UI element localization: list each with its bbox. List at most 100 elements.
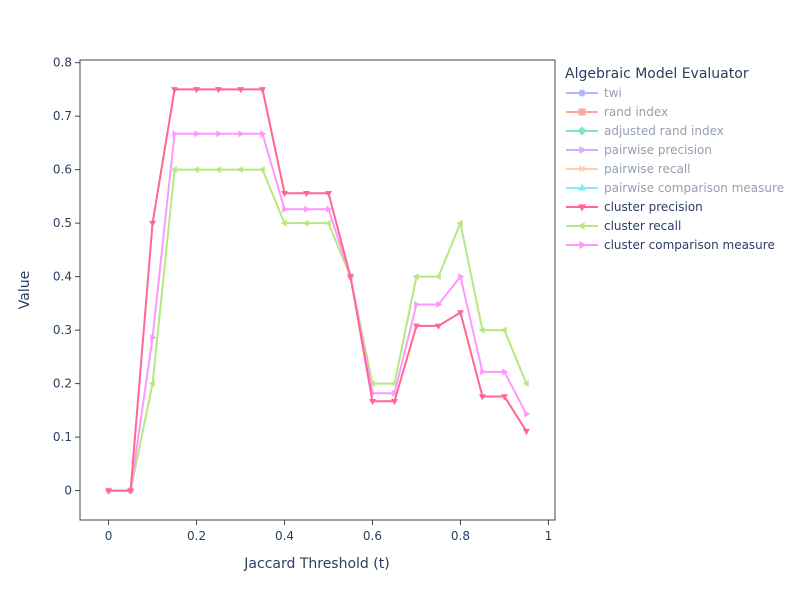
data-point[interactable] — [260, 130, 267, 138]
x-axis: 0 0.2 0.4 0.6 0.8 1 — [105, 520, 552, 543]
series-group — [104, 87, 531, 495]
data-point[interactable] — [258, 166, 265, 174]
legend-item-pairwise-recall[interactable]: pairwise recall — [566, 162, 691, 176]
data-point[interactable] — [214, 166, 221, 174]
legend-items: twi rand index adjusted rand index pairwise… — [566, 86, 784, 252]
legend-label: adjusted rand index — [604, 124, 724, 138]
legend-label: rand index — [604, 105, 668, 119]
data-point[interactable] — [171, 87, 179, 94]
legend-marker — [579, 240, 587, 250]
data-point[interactable] — [413, 323, 420, 330]
legend-label: cluster recall — [604, 219, 681, 233]
plot-frame — [79, 59, 556, 521]
data-point[interactable] — [392, 389, 399, 397]
data-point[interactable] — [500, 326, 507, 334]
data-point[interactable] — [259, 87, 266, 94]
legend-label: pairwise comparison measure — [604, 181, 784, 195]
legend-title: Algebraic Model Evaluator — [565, 66, 749, 82]
legend-item-rand-index[interactable]: rand index — [566, 105, 668, 119]
legend-marker — [577, 204, 587, 212]
x-tick-label: 0.4 — [275, 529, 294, 543]
data-point[interactable] — [324, 219, 331, 227]
x-tick-label: 0.8 — [451, 529, 470, 543]
data-point[interactable] — [434, 273, 441, 281]
data-point[interactable] — [478, 394, 486, 401]
y-axis: 0 0.1 0.2 0.3 0.4 0.5 0.6 0.7 0.8 — [53, 56, 80, 498]
data-point[interactable] — [237, 87, 244, 94]
y-tick-label: 0.2 — [53, 377, 72, 391]
data-point[interactable] — [170, 166, 177, 174]
data-point[interactable] — [194, 130, 201, 138]
data-point[interactable] — [280, 219, 287, 227]
legend-item-cluster-recall[interactable]: cluster recall — [566, 219, 681, 233]
series-line-cluster-precision — [108, 88, 528, 492]
legend-marker — [578, 165, 586, 173]
legend-label: cluster precision — [604, 200, 703, 214]
data-point[interactable] — [105, 488, 113, 495]
data-point[interactable] — [524, 410, 531, 418]
legend-marker — [579, 145, 587, 155]
data-point[interactable] — [458, 273, 465, 281]
legend: Algebraic Model Evaluator twi rand index a… — [565, 66, 784, 252]
plot-area — [79, 59, 556, 521]
data-point[interactable] — [192, 166, 199, 174]
data-point[interactable] — [281, 190, 288, 198]
data-point[interactable] — [502, 368, 509, 376]
legend-label: cluster comparison measure — [604, 238, 775, 252]
data-point[interactable] — [150, 334, 157, 342]
data-point[interactable] — [304, 205, 311, 213]
legend-marker — [577, 183, 587, 191]
x-axis-title: Jaccard Threshold (t) — [243, 556, 389, 572]
data-point[interactable] — [302, 219, 309, 227]
data-point[interactable] — [215, 87, 222, 94]
x-tick-label: 1 — [545, 529, 553, 543]
legend-label: twi — [604, 86, 622, 100]
legend-item-pairwise-precision[interactable]: pairwise precision — [566, 143, 712, 157]
legend-item-cluster-comparison-measure[interactable]: cluster comparison measure — [566, 238, 775, 252]
x-tick-label: 0.2 — [187, 529, 206, 543]
data-point[interactable] — [522, 428, 530, 436]
y-tick-label: 0 — [64, 484, 72, 498]
data-point[interactable] — [325, 190, 332, 198]
data-point[interactable] — [435, 323, 442, 330]
legend-item-pairwise-comparison-measure[interactable]: pairwise comparison measure — [566, 181, 784, 195]
legend-item-twi[interactable]: twi — [566, 86, 622, 100]
data-point[interactable] — [369, 399, 376, 406]
data-point[interactable] — [193, 87, 200, 94]
legend-marker — [578, 89, 586, 97]
y-tick-label: 0.5 — [53, 216, 72, 230]
series-cluster-precision — [105, 87, 530, 495]
data-point[interactable] — [236, 166, 243, 174]
data-point[interactable] — [216, 130, 223, 138]
y-tick-label: 0.3 — [53, 323, 72, 337]
data-point[interactable] — [347, 274, 354, 281]
y-tick-label: 0.6 — [53, 163, 72, 177]
x-tick-label: 0 — [105, 529, 113, 543]
data-point[interactable] — [522, 380, 529, 388]
legend-label: pairwise recall — [604, 162, 691, 176]
y-tick-label: 0.1 — [53, 430, 72, 444]
data-point[interactable] — [456, 310, 464, 317]
legend-marker — [578, 108, 586, 116]
legend-item-cluster-precision[interactable]: cluster precision — [566, 200, 703, 214]
data-point[interactable] — [436, 300, 443, 308]
data-point[interactable] — [390, 380, 397, 388]
data-point[interactable] — [148, 380, 155, 388]
data-point[interactable] — [303, 190, 310, 198]
data-point[interactable] — [500, 394, 508, 401]
data-point[interactable] — [149, 220, 157, 228]
data-point[interactable] — [456, 219, 463, 227]
data-point[interactable] — [391, 399, 398, 406]
data-point[interactable] — [414, 300, 421, 308]
data-point[interactable] — [326, 205, 333, 213]
data-point[interactable] — [478, 326, 485, 334]
data-point[interactable] — [127, 488, 135, 495]
data-point[interactable] — [480, 368, 487, 376]
y-axis-title: Value — [17, 271, 33, 309]
data-point[interactable] — [172, 130, 179, 138]
data-point[interactable] — [282, 205, 289, 213]
data-point[interactable] — [238, 130, 245, 138]
data-point[interactable] — [412, 273, 419, 281]
series-line-cluster-recall — [108, 168, 528, 492]
